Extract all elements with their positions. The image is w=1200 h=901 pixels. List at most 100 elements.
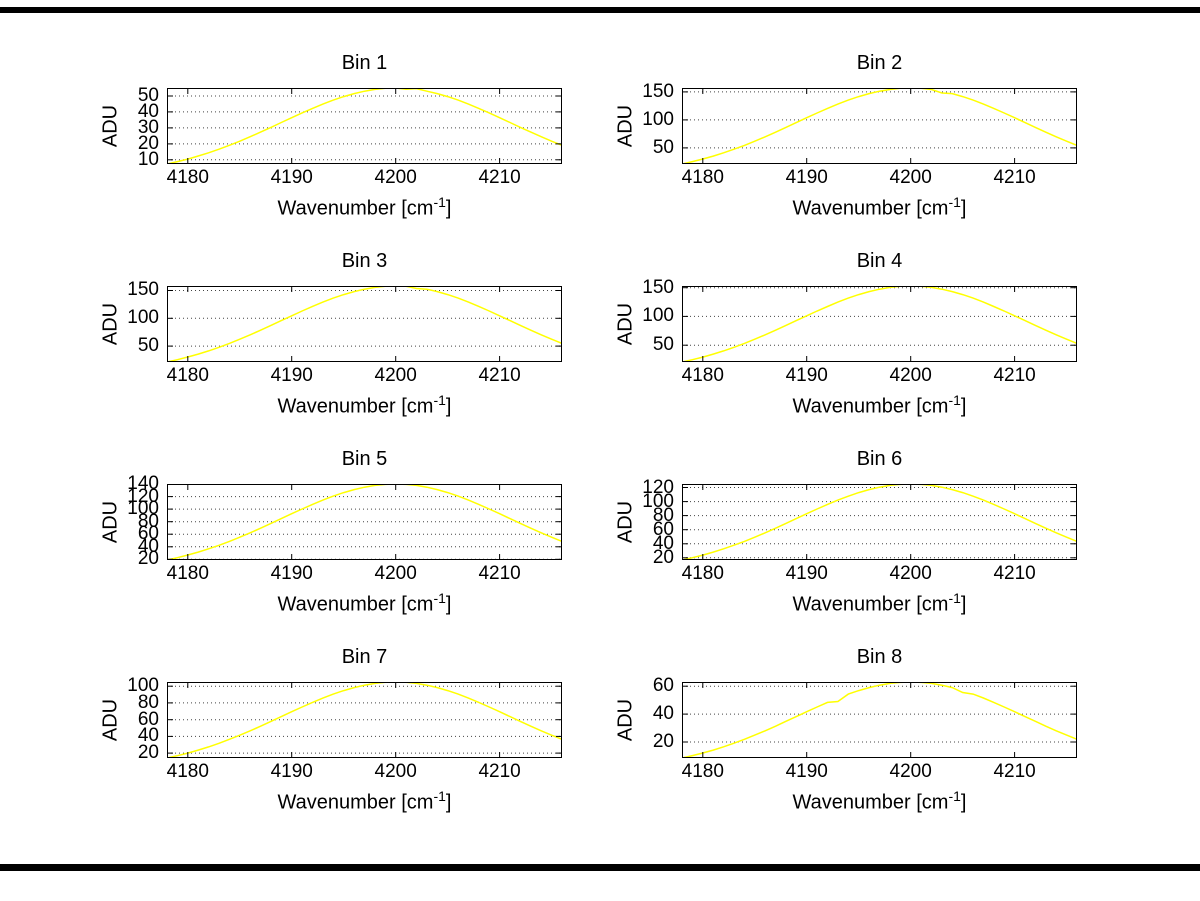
y-tick-label: 150 [127, 279, 159, 301]
y-tick-label: 150 [642, 80, 674, 102]
spectrum-curve [682, 682, 1077, 758]
chart-title: Bin 7 [341, 646, 388, 668]
y-tick-label: 40 [652, 703, 674, 725]
x-tick-label: 4210 [478, 563, 521, 584]
subplot-bin-4: Bin 4 ADU 50 100 150 4180 4190 4200 4210 Wave… [592, 248, 1092, 448]
plot-area [682, 484, 1077, 560]
x-tick-label: 4190 [270, 365, 313, 386]
y-tick-label: 60 [137, 523, 159, 545]
y-tick-label: 50 [652, 136, 674, 158]
top-border-bar [0, 7, 1200, 13]
x-axis-label: Wavenumber [cm-1] [792, 590, 967, 616]
y-tick-label: 40 [137, 535, 159, 557]
y-tick-label: 20 [137, 132, 159, 154]
x-tick-label: 4200 [374, 563, 417, 584]
chart-title: Bin 3 [341, 250, 388, 272]
y-tick-label: 40 [137, 100, 159, 122]
x-tick-label: 4180 [166, 761, 209, 782]
x-tick-label: 4210 [478, 167, 521, 188]
spectrum-curve [167, 682, 562, 758]
subplot-bin-3: Bin 3 ADU 50 100 150 4180 4190 4200 4210 Wave… [77, 248, 577, 448]
spectrum-curve [682, 88, 1077, 164]
y-tick-label: 50 [137, 84, 159, 106]
axes-box [167, 286, 562, 362]
x-tick-label: 4180 [681, 761, 724, 782]
y-tick-label: 60 [137, 708, 159, 730]
axes-box [167, 88, 562, 164]
y-tick-label: 40 [652, 532, 674, 554]
chart-title: Bin 8 [856, 646, 903, 668]
chart-title: Bin 6 [856, 448, 903, 470]
x-tick-label: 4180 [166, 167, 209, 188]
x-tick-label: 4210 [993, 167, 1036, 188]
subplot-bin-5: Bin 5 ADU 20 40 60 80 100 120 140 4180 4190 4200… [77, 446, 577, 646]
y-tick-label: 50 [652, 334, 674, 356]
y-tick-label: 20 [652, 730, 674, 752]
y-tick-label: 100 [127, 675, 159, 697]
x-axis-label: Wavenumber [cm-1] [792, 392, 967, 418]
x-tick-label: 4200 [889, 365, 932, 386]
y-tick-label: 100 [642, 490, 674, 512]
spectrum-curve [167, 484, 562, 560]
axes-box [167, 682, 562, 758]
axes-box [682, 88, 1077, 164]
y-tick-label: 100 [127, 498, 159, 520]
spectrum-curve [167, 286, 562, 362]
x-tick-label: 4190 [785, 563, 828, 584]
x-tick-label: 4190 [270, 761, 313, 782]
x-axis-label: Wavenumber [cm-1] [792, 194, 967, 220]
x-tick-label: 4210 [993, 761, 1036, 782]
chart-title: Bin 5 [341, 448, 388, 470]
chart-title: Bin 4 [856, 250, 903, 272]
y-tick-label: 60 [652, 675, 674, 697]
y-tick-label: 100 [127, 307, 159, 329]
axes-box [682, 286, 1077, 362]
x-tick-label: 4190 [785, 761, 828, 782]
chart-title: Bin 1 [341, 52, 388, 74]
y-tick-label: 40 [137, 725, 159, 747]
y-tick-label: 120 [127, 485, 159, 507]
subplot-bin-7: Bin 7 ADU 20 40 60 80 100 4180 4190 4200 4210 W… [77, 644, 577, 844]
x-tick-label: 4180 [681, 365, 724, 386]
x-tick-label: 4180 [681, 167, 724, 188]
x-axis-label: Wavenumber [cm-1] [277, 590, 452, 616]
x-axis-label: Wavenumber [cm-1] [277, 392, 452, 418]
plot-area [682, 286, 1077, 362]
x-tick-label: 4190 [270, 167, 313, 188]
subplot-bin-6: Bin 6 ADU 20 40 60 80 100 120 4180 4190 4200 421… [592, 446, 1092, 646]
x-axis-label: Wavenumber [cm-1] [277, 194, 452, 220]
subplot-bin-1: Bin 1 ADU 10 20 30 40 50 4180 4190 4200 4210 Wa… [77, 50, 577, 250]
x-tick-label: 4200 [374, 167, 417, 188]
y-tick-label: 30 [137, 116, 159, 138]
x-tick-label: 4210 [993, 563, 1036, 584]
x-tick-label: 4200 [374, 365, 417, 386]
y-tick-label: 100 [642, 305, 674, 327]
subplot-bin-2: Bin 2 ADU 50 100 150 4180 4190 4200 4210 Wave… [592, 50, 1092, 250]
x-tick-label: 4200 [889, 167, 932, 188]
y-tick-label: 80 [137, 691, 159, 713]
y-tick-label: 80 [652, 504, 674, 526]
x-tick-label: 4190 [785, 365, 828, 386]
plot-area [167, 286, 562, 362]
y-tick-label: 80 [137, 510, 159, 532]
y-tick-label: 10 [137, 148, 159, 170]
x-axis-label: Wavenumber [cm-1] [792, 788, 967, 814]
axes-box [682, 682, 1077, 758]
plot-area [167, 88, 562, 164]
plot-area [682, 88, 1077, 164]
axes-box [682, 484, 1077, 560]
x-tick-label: 4210 [993, 365, 1036, 386]
x-tick-label: 4200 [374, 761, 417, 782]
subplot-bin-8: Bin 8 ADU 20 40 60 4180 4190 4200 4210 Wavenu… [592, 644, 1092, 844]
y-tick-label: 60 [652, 518, 674, 540]
chart-title: Bin 2 [856, 52, 903, 74]
x-tick-label: 4180 [681, 563, 724, 584]
y-tick-label: 20 [137, 742, 159, 764]
x-axis-label: Wavenumber [cm-1] [277, 788, 452, 814]
plot-area [167, 484, 562, 560]
y-tick-label: 140 [127, 473, 159, 494]
y-tick-label: 20 [137, 548, 159, 570]
x-tick-label: 4210 [478, 761, 521, 782]
spectrum-curve [682, 286, 1077, 362]
x-tick-label: 4210 [478, 365, 521, 386]
